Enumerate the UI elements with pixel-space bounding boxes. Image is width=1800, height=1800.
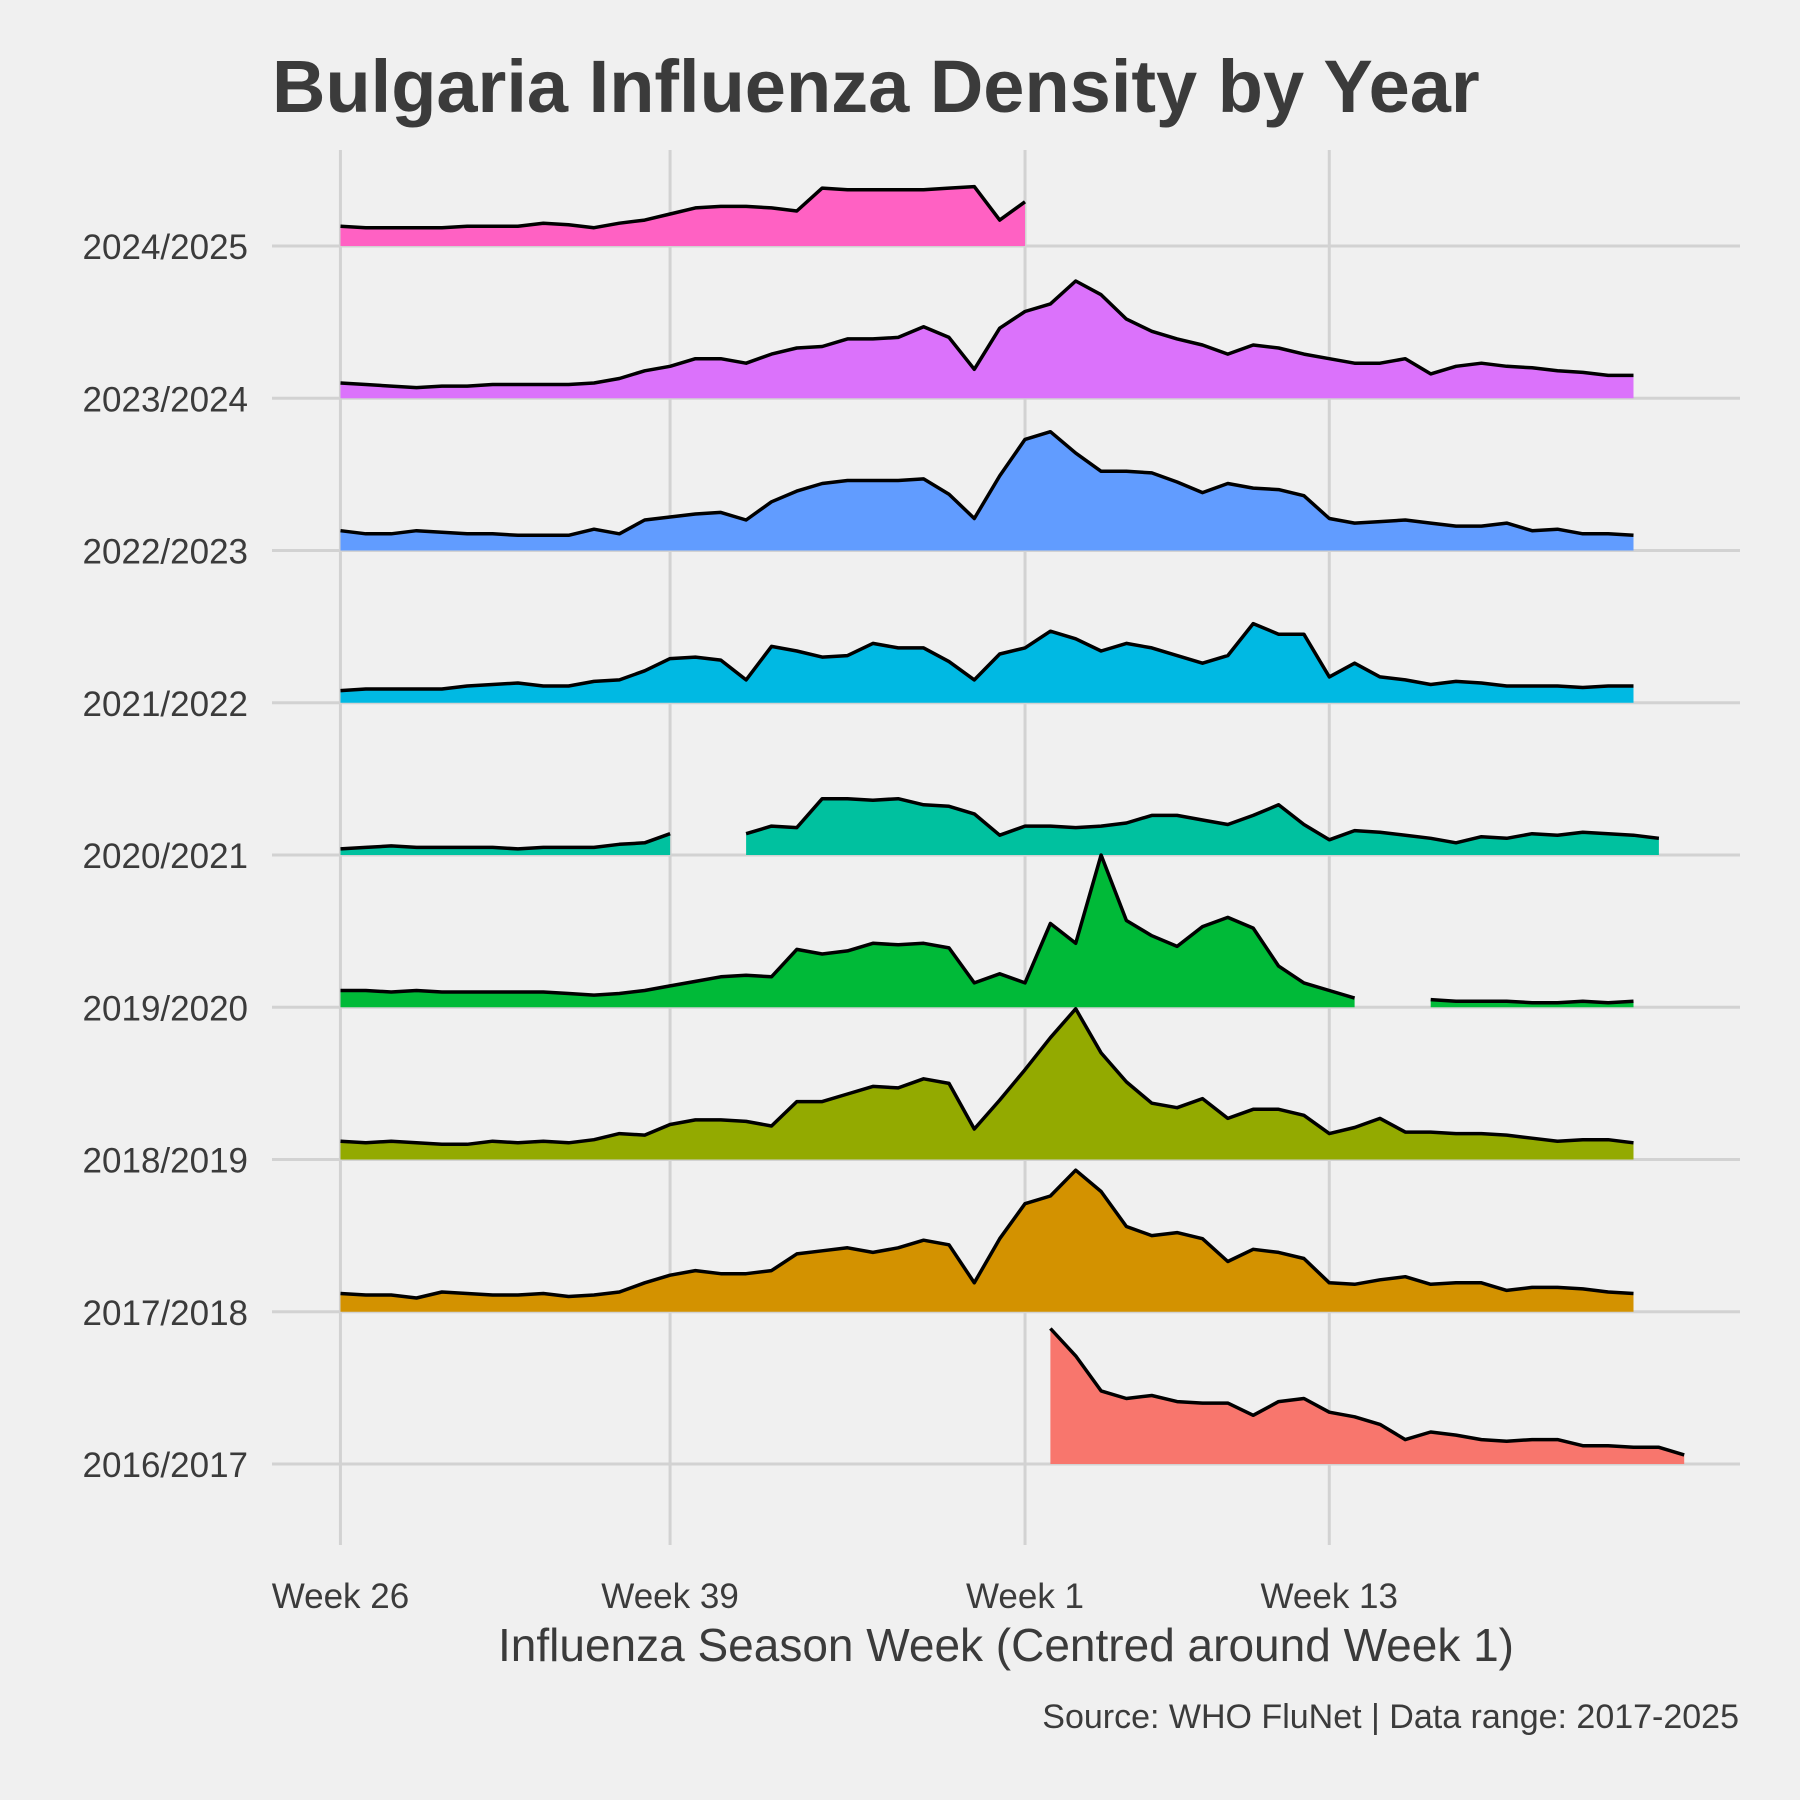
ridge-2016-2017 (1049, 1327, 1685, 1464)
x-tick-label: Week 13 (1261, 1577, 1399, 1616)
y-tick-label: 2020/2021 (83, 837, 248, 876)
ridge-area (340, 281, 1634, 399)
ridge-line (340, 429, 1634, 538)
ridge-area (340, 1170, 1634, 1312)
ridge-line (340, 1007, 1634, 1147)
ridge-area (1050, 1328, 1685, 1464)
y-tick-label: 2024/2025 (83, 228, 248, 267)
x-tick-label: Week 26 (272, 1577, 410, 1616)
y-tick-label: 2022/2023 (83, 533, 248, 572)
x-axis-label: Influenza Season Week (Centred around We… (498, 1619, 1514, 1671)
ridge-2022-2023 (340, 429, 1634, 551)
x-tick-labels: Week 26 Week 39 Week 1 Week 13 (272, 1577, 1398, 1616)
y-tick-labels: 2024/2025 2023/2024 2022/2023 2021/2022 2020… (83, 228, 248, 1485)
ridge-line (745, 796, 1660, 845)
ridge-line (340, 621, 1634, 693)
ridge-area (340, 186, 1025, 246)
ridge-2020-2021 (340, 796, 1660, 855)
y-tick-label: 2023/2024 (83, 380, 248, 419)
source-caption: Source: WHO FluNet | Data range: 2017-20… (1042, 1698, 1739, 1736)
ridge-area (746, 798, 1659, 855)
ridge-2023-2024 (340, 279, 1634, 399)
y-tick-label: 2018/2019 (83, 1142, 248, 1181)
ridge-line (340, 184, 1027, 230)
ridge-line (340, 832, 671, 851)
chart-title: Bulgaria Influenza Density by Year (272, 45, 1480, 128)
y-tick-label: 2016/2017 (83, 1446, 248, 1485)
y-tick-label: 2021/2022 (83, 685, 248, 724)
ridge-line (1430, 997, 1634, 1005)
x-tick-label: Week 39 (601, 1577, 739, 1616)
ridge-2021-2022 (340, 621, 1634, 703)
y-tick-label: 2019/2020 (83, 989, 248, 1028)
ridge-area (340, 431, 1634, 551)
ridge-series (340, 184, 1685, 1464)
ridge-area (340, 623, 1634, 703)
ridge-2019-2020 (340, 853, 1634, 1008)
ridge-area (340, 833, 671, 855)
ridge-line (340, 1168, 1634, 1300)
ridge-area (340, 1008, 1634, 1160)
ridge-line (340, 279, 1634, 390)
ridge-line (1049, 1327, 1685, 1457)
ridge-line (340, 853, 1356, 1000)
x-tick-label: Week 1 (966, 1577, 1084, 1616)
y-tick-label: 2017/2018 (83, 1294, 248, 1333)
ridge-2017-2018 (340, 1168, 1634, 1312)
ridge-2024-2025 (340, 184, 1027, 246)
ridge-2018-2019 (340, 1007, 1634, 1160)
ridge-area (340, 855, 1355, 1008)
